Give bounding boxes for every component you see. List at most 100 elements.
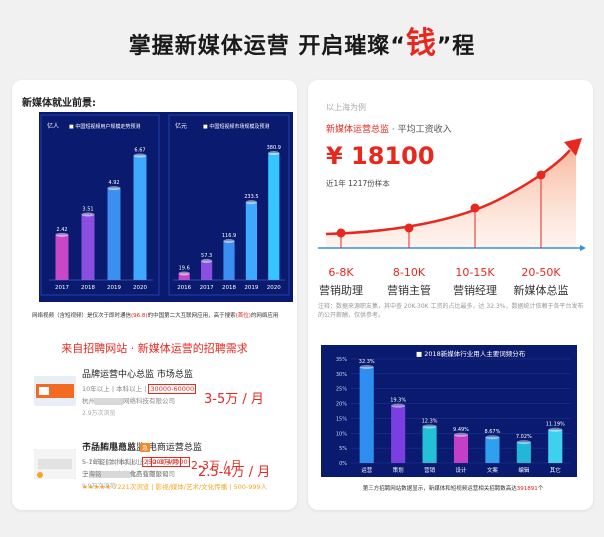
growth-curve-graphic [318, 138, 586, 251]
bar [133, 155, 147, 280]
city-label: 以上海为例 [326, 103, 366, 112]
tick-label: 2020 [267, 285, 281, 291]
data-label: 4.92 [108, 180, 119, 186]
bar-top [107, 186, 121, 191]
view-count: 2.9万次浏览 [82, 410, 116, 417]
company-name: 杭州 网络科技有限公司 [82, 397, 175, 405]
bar-top [453, 432, 469, 437]
monthly-pay: 2.5-4万 / 月 [198, 465, 271, 480]
tick-label: 营销 [424, 466, 436, 474]
recruit-title: 来自招聘网站 · 新媒体运营的招聘需求 [61, 342, 248, 355]
salary-note: 注释：数据来源职友集，其中查 20K-30K 工资的占比最多，达 32.3%，数… [318, 303, 584, 319]
stage-role: 营销经理 [453, 284, 497, 297]
data-label: 116.9 [222, 233, 236, 239]
bar [548, 429, 563, 463]
data-label: 11.19% [546, 422, 565, 428]
chart-title: ■ 2018新媒体行业用人主要词频分布 [416, 349, 526, 358]
urgent-badge: 急 [140, 443, 151, 452]
chart-title: ■ 中国短视频市场规模及预测 [203, 123, 269, 130]
salary-value: ¥ 18100 [326, 142, 435, 170]
bar-top [55, 232, 69, 237]
view-count: ★★★★★ 7221次浏览 | 影视/媒体/艺术/文化传播 | 500-999人 [82, 483, 268, 491]
employment-outlook-card: 新媒体就业前景: 亿人 ■ 中国短视频用户规模走势预测 亿元 ■ 中国短视频市场规模及… [12, 80, 297, 510]
bar [178, 273, 190, 280]
bar-top [548, 427, 563, 432]
tick-label: 20% [336, 402, 347, 408]
bar [245, 202, 257, 280]
company-name: 上海铭 化产业有限公司 [82, 470, 175, 478]
bar-top [391, 403, 406, 408]
bar [107, 188, 121, 280]
stage-range: 8-10K [392, 266, 426, 279]
view-count: 9.9万次浏览 [82, 483, 116, 490]
bar-top [359, 365, 374, 370]
tick-label: 30% [336, 372, 347, 378]
bar [81, 214, 95, 280]
chart-panel [40, 114, 160, 296]
unit-label: 亿元 [175, 122, 187, 130]
keyword-chart: ■ 2018新媒体行业用人主要词频分布 35% 30% 25% 20% 15% 10% 5% 0… [321, 345, 577, 477]
bar-top [201, 258, 213, 263]
tick-label: 2018 [222, 285, 236, 291]
data-label: 7.02% [516, 434, 532, 440]
tick-label: 2019 [244, 285, 258, 291]
bar [55, 234, 69, 280]
tick-label: 2020 [133, 285, 147, 291]
bar [422, 426, 437, 463]
tick-label: 其它 [550, 466, 561, 474]
stage-range: 20-50K [521, 266, 561, 279]
tick-label: 编辑 [518, 466, 530, 474]
keyword-chart-svg: ■ 2018新媒体行业用人主要词频分布 35% 30% 25% 20% 15% 10% 5% 0… [336, 349, 571, 474]
bar [485, 437, 500, 463]
growth-line [325, 149, 571, 236]
bar-top [178, 271, 190, 276]
tick-label: 2017 [55, 285, 69, 291]
tick-label: 文案 [487, 466, 499, 474]
bar-top [485, 435, 500, 440]
data-label: 2.42 [56, 227, 67, 233]
short-video-chart-svg: 亿人 ■ 中国短视频用户规模走势预测 亿元 ■ 中国短视频市场规模及预测 2.42 201… [40, 114, 290, 296]
job-listing[interactable]: 品牌运营中心总监 市场总监 10年以上 | 本科以上 | 30000-60000… [12, 364, 297, 434]
data-label: 8.67% [484, 429, 500, 435]
job-meta: 5-10年 | 本科以上 | 25000-40000 [82, 457, 190, 467]
tick-label: 2017 [200, 285, 214, 291]
bar-top [422, 424, 437, 429]
company-logo [34, 449, 76, 479]
chart-note: 网络视频（含短视频）是仅次于即时通信(96.8)的中国第二大互联网应用，高于搜索… [32, 313, 279, 319]
job-listing[interactable]: 市场拓展总监急 5-7年经验 | 本科以上 | 2-3万/月 上海铭 化产业有限公… [12, 437, 297, 507]
tick-label: 策划 [393, 466, 404, 474]
tick-label: 35% [336, 357, 347, 363]
bar-top [245, 200, 257, 205]
data-label: 57.3 [201, 253, 212, 259]
data-label: 380.9 [267, 145, 281, 151]
tick-label: 2019 [107, 285, 121, 291]
section-title: 新媒体就业前景: [22, 98, 96, 109]
data-label: 9.49% [453, 427, 469, 433]
tick-label: 设计 [455, 466, 467, 474]
job-title: 市场拓展总监急 [82, 443, 151, 453]
tick-label: 15% [336, 416, 347, 422]
bar-top [223, 239, 235, 244]
data-label: 233.5 [244, 194, 258, 200]
monthly-pay: 3-5万 / 月 [204, 392, 264, 407]
job-meta: 10年以上 | 本科以上 | 30000-60000 [82, 384, 197, 394]
stage-role: 营销助理 [319, 284, 363, 297]
bar [391, 405, 406, 463]
data-label: 3.51 [82, 206, 93, 212]
unit-label: 亿人 [47, 122, 59, 130]
bar-top [133, 153, 147, 158]
monthly-pay: 2-3万 / 月 [191, 459, 242, 472]
stage-role: 营销主管 [387, 284, 431, 297]
tick-label: 2018 [81, 285, 95, 291]
bar-top [268, 151, 280, 156]
arrow-head-icon [564, 138, 582, 156]
stage-range: 6-8K [328, 266, 354, 279]
bar [453, 434, 469, 463]
tick-label: 10% [336, 431, 347, 437]
chart-title: ■ 中国短视频用户规模走势预测 [69, 123, 140, 130]
bar [201, 260, 213, 280]
chart-panel [168, 114, 290, 296]
company-logo [34, 376, 76, 406]
bar [516, 442, 531, 463]
tick-label: 5% [339, 446, 347, 452]
